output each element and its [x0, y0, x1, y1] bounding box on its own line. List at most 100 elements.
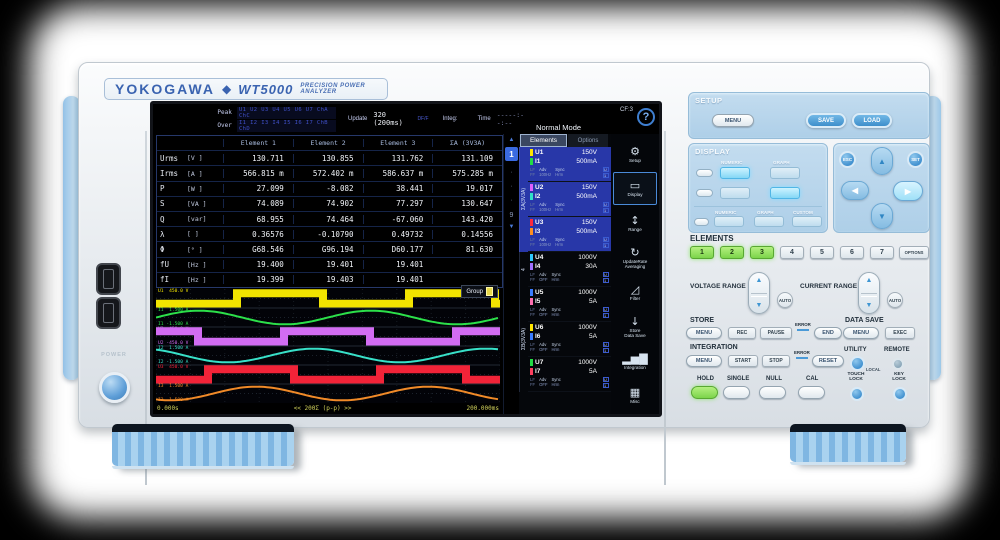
data-save-exec-button[interactable]: EXEC: [885, 327, 915, 339]
graph-select-button-2[interactable]: [770, 187, 800, 199]
setup-menu-item[interactable]: ⚙ Setup: [628, 144, 641, 163]
range-up-icon[interactable]: ▲: [755, 277, 763, 284]
u3-color-swatch: [530, 219, 533, 226]
set-button[interactable]: SET: [907, 151, 924, 168]
misc-menu-item[interactable]: ▦ Misc: [629, 386, 641, 405]
gear-icon: ⚙: [630, 144, 640, 158]
element-item-7[interactable]: U7 1000V I7 5A LF FF Adv OFF Sync Hrm U 1: [528, 357, 611, 392]
group-tab[interactable]: Group: [461, 285, 498, 298]
single-label: SINGLE: [727, 376, 750, 382]
element-item-5[interactable]: U5 1000V I5 5A LF FF Adv OFF Sync Hrm U 1: [528, 287, 611, 322]
custom-button[interactable]: [792, 216, 822, 227]
integration-menu-item[interactable]: ▂▅▇ Integration: [622, 351, 648, 370]
table-row: Φ [° ] G68.546 G96.194 D60.177 81.630: [157, 241, 502, 256]
display-menu-item[interactable]: ▭ Display: [613, 171, 657, 205]
power-button[interactable]: [99, 372, 130, 403]
current-range-rocker[interactable]: ▲ ▼: [858, 272, 880, 314]
store-menu-item[interactable]: ↓ Store Data Save: [624, 314, 646, 338]
element-item-2[interactable]: U2 150V I2 500mA LF FF Adv 100Hz Sync Hrm U 1: [528, 182, 611, 217]
numeric-button-3[interactable]: [714, 216, 744, 227]
element-item-6[interactable]: U6 1000V I6 5A LF FF Adv OFF Sync Hrm U 1: [528, 322, 611, 357]
integration-reset-button[interactable]: RESET: [812, 355, 844, 367]
arrow-right-button[interactable]: ▶: [893, 181, 923, 201]
arrow-down-button[interactable]: ▼: [871, 203, 893, 229]
voltage-auto-button[interactable]: AUTO: [777, 292, 793, 308]
waveform-trace-label: U2 450.0 V: [158, 326, 189, 332]
element-item-3[interactable]: U3 150V I3 500mA LF FF Adv 100Hz Sync Hrm U 1: [528, 217, 611, 252]
numeric-select-button-1[interactable]: [720, 167, 750, 179]
page-scrollbar[interactable]: ▲ 1 · · · 9 ▼: [503, 134, 519, 414]
range-up-icon[interactable]: ▲: [865, 277, 873, 284]
element-7-button[interactable]: 7: [870, 246, 894, 259]
col-header: Element 3: [362, 139, 433, 148]
arrow-up-button[interactable]: ▲: [871, 147, 893, 175]
update-label: Update: [348, 116, 368, 122]
utility-button[interactable]: [850, 356, 865, 371]
i2-color-swatch: [530, 193, 533, 200]
load-button[interactable]: LOAD: [852, 113, 892, 128]
table-row: Irms [A ] 566.815 m 572.402 m 586.637 m 575.2…: [157, 165, 502, 180]
save-button[interactable]: SAVE: [806, 113, 846, 128]
numeric-select-button-2[interactable]: [720, 187, 750, 199]
waveform-trace-label: I3 1.500 A: [158, 383, 189, 389]
setup-menu-button[interactable]: MENU: [712, 114, 754, 127]
arrow-left-button[interactable]: ◀: [841, 181, 869, 200]
usb-port-2: [96, 297, 121, 329]
help-icon[interactable]: ?: [637, 108, 655, 126]
tab-elements[interactable]: Elements: [520, 134, 567, 147]
touch-lock-button[interactable]: [850, 387, 864, 401]
range-down-icon[interactable]: ▼: [865, 302, 873, 309]
lcd-screen: Peak U1 U2 U3 U4 U5 U6 U7 ChA ChC Over I1 …: [150, 101, 662, 417]
page-dot: ·: [510, 169, 513, 176]
esc-button[interactable]: ESC: [839, 151, 856, 168]
table-row: Q [var] 68.955 74.464 -67.060 143.420: [157, 211, 502, 226]
element-3-button[interactable]: 3: [750, 246, 774, 259]
data-save-menu-button[interactable]: MENU: [843, 327, 879, 339]
crest-factor: CF:3: [619, 107, 633, 113]
store-rec-button[interactable]: REC: [728, 327, 756, 339]
voltage-range-rocker[interactable]: ▲ ▼: [748, 272, 770, 314]
integration-start-button[interactable]: START: [728, 355, 758, 367]
store-end-button[interactable]: END: [814, 327, 842, 339]
store-menu-button[interactable]: MENU: [686, 327, 722, 339]
element-1-button[interactable]: 1: [690, 246, 714, 259]
page-current: 1: [505, 147, 518, 161]
element-2-button[interactable]: 2: [720, 246, 744, 259]
wiring-group-b: ΣB(3V3A) U5 1000V I5 5A LF FF Adv OFF Sync Hrm U…: [519, 287, 611, 392]
bar-chart-icon: ▂▅▇: [622, 351, 648, 365]
key-lock-button[interactable]: [893, 387, 907, 401]
element-item-4[interactable]: U4 1000V I4 30A LF FF Adv OFF Sync Hrm U 1: [528, 252, 611, 287]
tab-options[interactable]: Options: [568, 134, 608, 147]
element-5-button[interactable]: 5: [810, 246, 834, 259]
display-indicator-3[interactable]: [694, 218, 709, 226]
cal-button[interactable]: [798, 386, 825, 399]
display-indicator-1[interactable]: [696, 169, 713, 177]
range-down-icon[interactable]: ▼: [755, 302, 763, 309]
remote-label: REMOTE: [884, 347, 910, 353]
group-button[interactable]: [486, 287, 493, 296]
waveform-trace-label: I1 -1.500 A: [158, 321, 189, 327]
hold-button[interactable]: [691, 386, 718, 399]
integration-menu-button[interactable]: MENU: [686, 355, 722, 367]
page-up-icon[interactable]: ▲: [508, 137, 515, 143]
element-item-1[interactable]: U1 150V I1 500mA LF FF Adv 100Hz Sync Hrm U 1: [528, 147, 611, 182]
element-6-button[interactable]: 6: [840, 246, 864, 259]
update-rate-menu-item[interactable]: ↻ UpdateRate Averaging: [622, 245, 648, 269]
table-row: fU [Hz ] 19.400 19.401 19.401: [157, 256, 502, 272]
display-icon: ▭: [629, 179, 641, 193]
single-button[interactable]: [723, 386, 750, 399]
null-button[interactable]: [759, 386, 786, 399]
filter-menu-item[interactable]: ◿ Filter: [629, 282, 641, 301]
integration-stop-button[interactable]: STOP: [762, 355, 790, 367]
current-auto-button[interactable]: AUTO: [887, 292, 903, 308]
store-pause-button[interactable]: PAUSE: [760, 327, 792, 339]
element-4-button[interactable]: 4: [780, 246, 804, 259]
group-label: Group: [466, 288, 483, 295]
options-button[interactable]: OPTIONS: [899, 246, 929, 259]
integ-label: Integ:: [442, 116, 458, 122]
graph-button-3[interactable]: [754, 216, 784, 227]
range-menu-item[interactable]: ↕ Range: [628, 213, 642, 232]
display-indicator-2[interactable]: [696, 189, 713, 197]
graph-select-button-1[interactable]: [770, 167, 800, 179]
page-down-icon[interactable]: ▼: [508, 224, 515, 230]
